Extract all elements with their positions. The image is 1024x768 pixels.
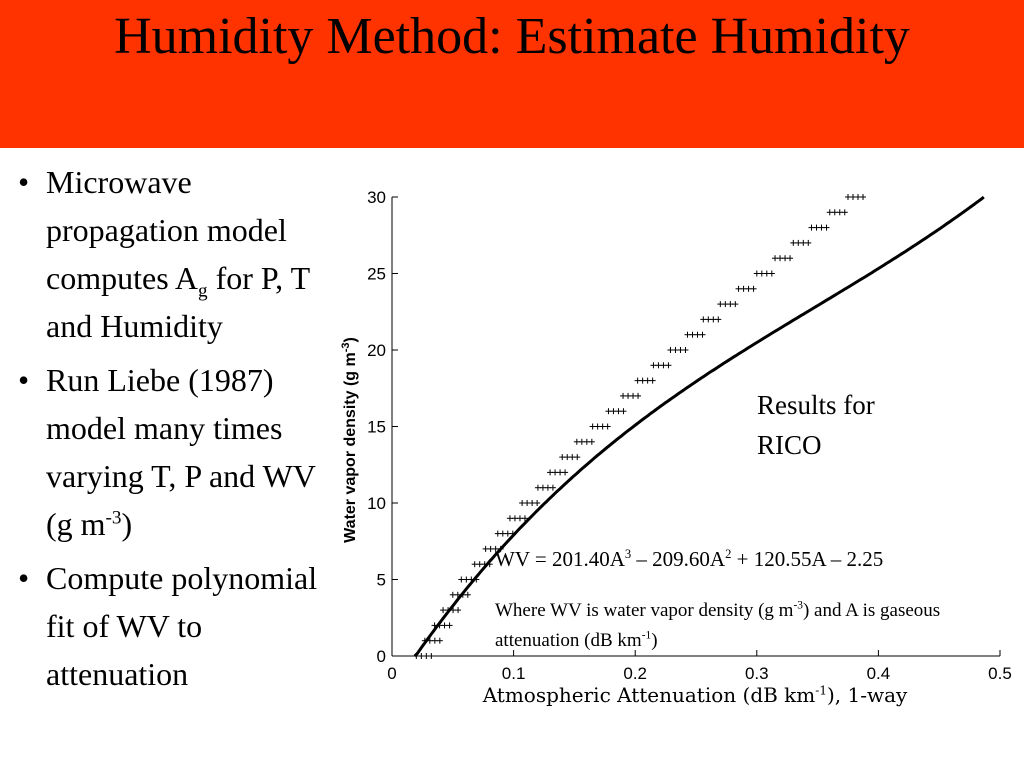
data-point <box>790 240 811 246</box>
x-axis-label: Atmospheric Attenuation (dB km-1), 1-way <box>470 683 920 707</box>
bullet-item: Compute polynomial fit of WV to attenuat… <box>12 554 342 698</box>
data-point <box>772 255 793 261</box>
data-point <box>507 515 528 521</box>
y-tick-label: 0 <box>377 647 386 666</box>
bullet-item: Microwave propagation model computes Ag … <box>12 158 342 350</box>
data-point <box>535 485 556 491</box>
slide-title: Humidity Method: Estimate Humidity <box>0 6 1024 68</box>
data-point <box>547 469 568 475</box>
data-point <box>667 347 688 353</box>
data-point <box>590 424 611 430</box>
results-label: Results for RICO <box>757 385 927 465</box>
bullet-superscript: -3 <box>106 507 122 528</box>
y-tick-label: 20 <box>367 341 386 360</box>
x-tick-label: 0 <box>387 664 396 683</box>
y-tick-label: 10 <box>367 494 386 513</box>
bullet-text: Run Liebe (1987) model many times varyin… <box>46 362 315 542</box>
y-axis-label: Water vapor density (g m-3) <box>340 337 359 543</box>
data-point <box>650 362 671 368</box>
data-point <box>635 378 656 384</box>
bullet-item: Run Liebe (1987) model many times varyin… <box>12 356 342 548</box>
data-point <box>574 439 595 445</box>
y-tick-label: 30 <box>367 188 386 207</box>
bullet-list: Microwave propagation model computes Ag … <box>12 158 342 704</box>
x-tick-label: 0.2 <box>623 664 647 683</box>
data-point <box>736 286 757 292</box>
x-tick-label: 0.4 <box>867 664 891 683</box>
data-point <box>605 408 626 414</box>
data-point <box>684 332 705 338</box>
bullet-text: Compute polynomial fit of WV to attenuat… <box>46 560 317 692</box>
x-tick-label: 0.1 <box>502 664 526 683</box>
bullet-text: ) <box>122 506 133 542</box>
data-point <box>700 316 721 322</box>
y-tick-label: 25 <box>367 265 386 284</box>
bullet-subscript: g <box>198 280 208 301</box>
fit-equation: WV = 201.40A3 – 209.60A2 + 120.55A – 2.2… <box>495 545 1023 573</box>
x-tick-label: 0.5 <box>988 664 1012 683</box>
data-point <box>519 500 540 506</box>
y-tick-label: 5 <box>377 571 386 590</box>
data-point <box>559 454 580 460</box>
equation-legend: Where WV is water vapor density (g m-3) … <box>495 596 1020 656</box>
data-point <box>809 225 830 231</box>
data-point <box>717 301 738 307</box>
data-point <box>845 194 866 200</box>
x-tick-label: 0.3 <box>745 664 769 683</box>
data-point <box>754 271 775 277</box>
data-point <box>620 393 641 399</box>
data-point <box>827 209 848 215</box>
y-tick-label: 15 <box>367 418 386 437</box>
